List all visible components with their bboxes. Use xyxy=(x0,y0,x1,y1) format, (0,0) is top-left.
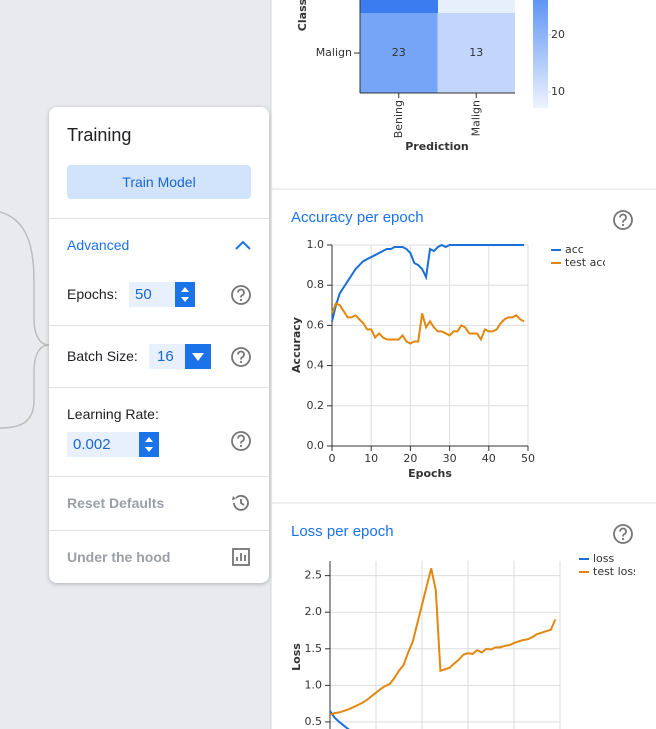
legend-label: acc xyxy=(565,243,584,256)
spinner[interactable] xyxy=(139,432,159,457)
y-axis-label: Accuracy xyxy=(290,317,303,373)
batch-size-label: Batch Size: xyxy=(67,348,138,364)
epochs-input[interactable]: 50 xyxy=(129,282,195,307)
help-icon[interactable] xyxy=(230,430,252,452)
heatmap-cell xyxy=(360,13,438,93)
y-axis-label: Class xyxy=(296,0,309,31)
colorbar-tick-label: 20 xyxy=(551,28,565,41)
heatmap-cell-clipped xyxy=(360,0,438,13)
chart-title: Accuracy per epoch xyxy=(291,209,424,226)
learning-rate-label: Learning Rate: xyxy=(67,406,159,422)
line-chart: 0.0 0.2 0.4 0.6 0.8 1.0 0 10 20 30 40 50 Epochs Accur… xyxy=(290,238,608,480)
under-the-hood[interactable]: Under the hood xyxy=(67,549,171,565)
heatmap-cell-clipped xyxy=(438,0,515,13)
series-line xyxy=(331,301,525,345)
batch-size-select[interactable]: 16 xyxy=(149,344,211,369)
y-tick-label: 1.5 xyxy=(305,642,323,655)
help-icon[interactable] xyxy=(613,210,633,230)
help-icon[interactable] xyxy=(230,346,252,368)
x-tick-label: 0 xyxy=(329,452,336,465)
training-card: Training Train Model Advanced Epochs: 50… xyxy=(49,107,269,583)
spinner[interactable] xyxy=(175,282,195,307)
x-tick-label: 50 xyxy=(521,452,535,465)
divider xyxy=(49,530,269,531)
reset-defaults[interactable]: Reset Defaults xyxy=(67,495,165,511)
batch-size-value: 16 xyxy=(157,348,174,365)
learning-rate-value: 0.002 xyxy=(73,436,111,453)
cell-label: 23 xyxy=(392,46,406,59)
divider xyxy=(49,476,269,477)
learning-rate-input[interactable]: 0.002 xyxy=(67,432,159,457)
chart-title: Loss per epoch xyxy=(291,523,394,540)
x-tick-label: 30 xyxy=(443,452,457,465)
y-tick-label: 0.2 xyxy=(307,399,325,412)
y-tick-label: 0.4 xyxy=(307,359,325,372)
x-tick-label: 10 xyxy=(364,452,378,465)
chevron-up[interactable] xyxy=(234,238,252,252)
x-tick-label: Bening xyxy=(392,100,405,138)
card-title: Training xyxy=(67,125,132,145)
divider xyxy=(49,325,269,326)
y-tick-label: 0.8 xyxy=(307,278,325,291)
legend-label: loss xyxy=(593,552,615,565)
series-line xyxy=(331,243,525,322)
series-line xyxy=(329,568,557,716)
x-axis-label: Prediction xyxy=(405,140,469,153)
x-axis-label: Epochs xyxy=(408,467,452,480)
chart-icon[interactable] xyxy=(231,547,251,567)
y-tick-label: 2.5 xyxy=(305,569,323,582)
legend-label: test loss xyxy=(593,565,639,578)
divider xyxy=(49,387,269,388)
y-tick-label: 0.5 xyxy=(305,715,323,728)
y-tick-label: 0.6 xyxy=(307,318,325,331)
dropdown[interactable] xyxy=(185,344,211,369)
results-panel xyxy=(271,0,656,729)
help-icon[interactable] xyxy=(230,284,252,306)
cell-label: 13 xyxy=(469,46,483,59)
y-tick-label: 1.0 xyxy=(307,238,325,251)
y-tick-label: 0.0 xyxy=(307,439,325,452)
y-axis-label: Loss xyxy=(290,643,303,671)
legend-label: test acc xyxy=(565,256,608,269)
y-tick-label: 2.0 xyxy=(305,605,323,618)
colorbar xyxy=(533,0,548,108)
connector xyxy=(0,211,50,429)
x-tick-label: Malign xyxy=(469,100,482,136)
help-icon[interactable] xyxy=(613,524,633,544)
x-tick-label: 40 xyxy=(482,452,496,465)
divider xyxy=(49,218,269,219)
advanced-toggle[interactable]: Advanced xyxy=(67,237,130,253)
x-tick-label: 20 xyxy=(403,452,417,465)
y-tick-label: 1.0 xyxy=(305,678,323,691)
heatmap-cell xyxy=(437,13,515,93)
colorbar-tick-label: 10 xyxy=(551,85,565,98)
epochs-label: Epochs: xyxy=(67,286,118,302)
history-icon[interactable] xyxy=(230,492,252,514)
epochs-value: 50 xyxy=(135,286,152,303)
train-button[interactable]: Train Model xyxy=(67,165,251,199)
y-tick-label: Malign xyxy=(316,46,352,59)
